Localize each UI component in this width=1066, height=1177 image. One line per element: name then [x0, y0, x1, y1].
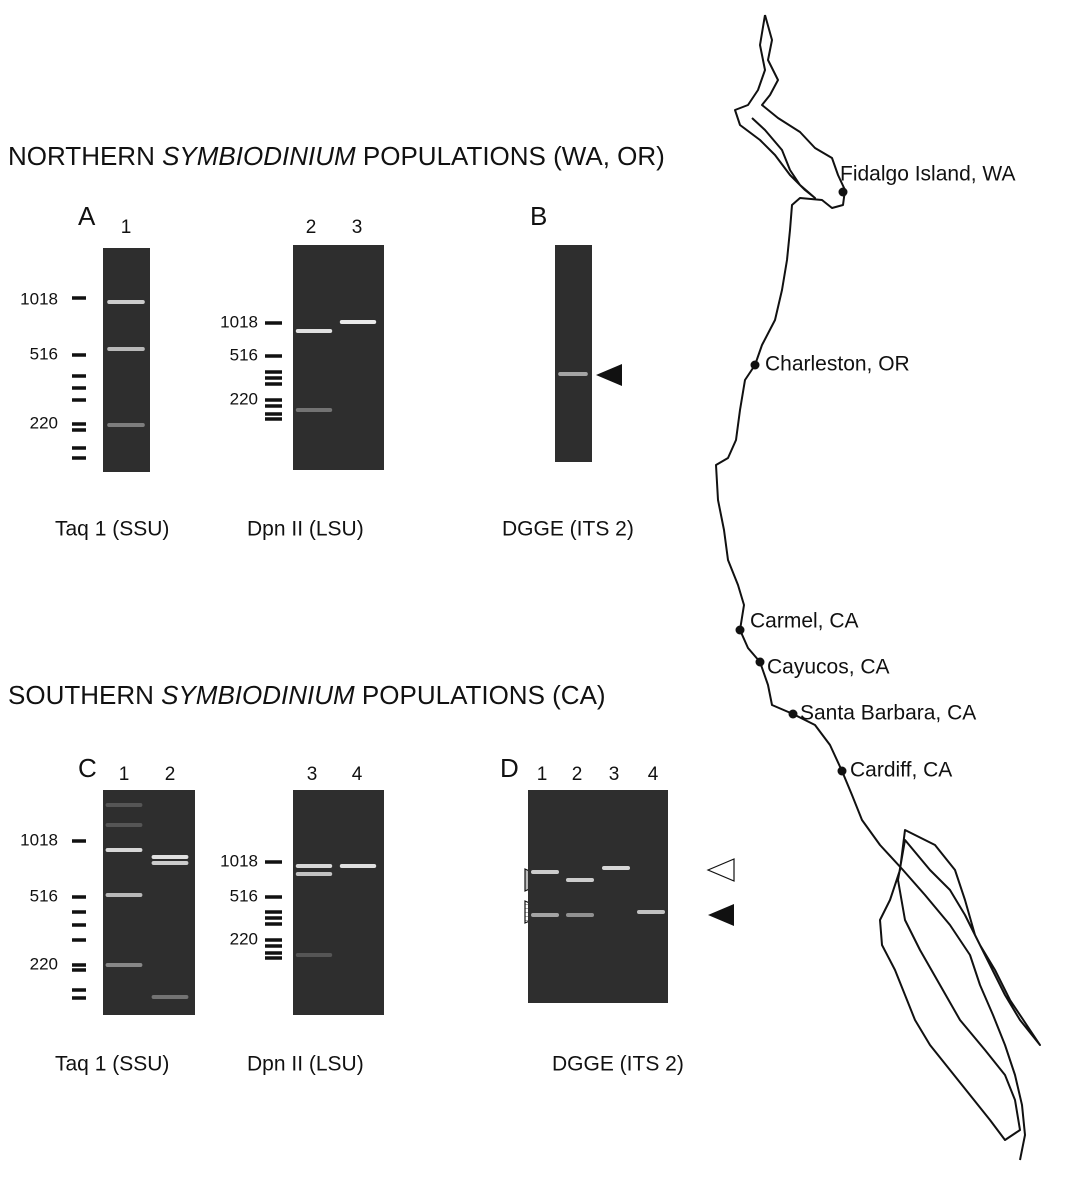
location-dot [838, 187, 848, 197]
location-dot [755, 657, 765, 667]
arrowhead [596, 364, 622, 386]
gel-band [151, 995, 189, 999]
location-dot [750, 360, 760, 370]
ladder-label: 516 [30, 886, 58, 905]
panel-label: C [78, 753, 97, 783]
map [715, 14, 1041, 1161]
location-dot [837, 766, 847, 776]
ladder-label: 516 [230, 345, 258, 364]
gel-band [531, 913, 559, 917]
lane-number: 2 [572, 764, 583, 785]
ladder-label: 1018 [220, 851, 258, 870]
location-label: Santa Barbara, CA [800, 702, 976, 725]
gel-band [151, 861, 189, 865]
gel-band [295, 329, 333, 333]
gel-band [151, 855, 189, 859]
location-dot [788, 709, 798, 719]
lane-number: 4 [352, 764, 363, 785]
gel-band [105, 823, 143, 827]
lane-number: 2 [306, 217, 317, 238]
location-label: Cardiff, CA [850, 759, 952, 782]
gel [103, 248, 150, 472]
ladder-label: 220 [230, 929, 258, 948]
gel-band [295, 408, 333, 412]
lane-number: 4 [648, 764, 659, 785]
gel-band [107, 347, 145, 351]
panel-label: A [78, 201, 96, 231]
location-label: Charleston, OR [765, 353, 910, 376]
ladder-label: 220 [230, 389, 258, 408]
gel-band [558, 372, 588, 376]
location-label: Carmel, CA [750, 610, 859, 633]
gel-caption: Taq 1 (SSU) [55, 518, 169, 541]
title-part: SYMBIODINIUM [161, 680, 355, 710]
location-label: Fidalgo Island, WA [840, 163, 1015, 186]
gel-band [602, 866, 630, 870]
lane-number: 1 [119, 764, 130, 785]
title-part: NORTHERN [8, 141, 162, 171]
gel [555, 245, 592, 462]
gel-caption: DGGE (ITS 2) [502, 518, 634, 541]
ladder-label: 1018 [20, 289, 58, 308]
title-part: SOUTHERN [8, 680, 161, 710]
panel-label: B [530, 201, 547, 231]
location-dot [735, 625, 745, 635]
ladder-label: 220 [30, 954, 58, 973]
lane-number: 3 [609, 764, 620, 785]
ladder-label: 1018 [220, 312, 258, 331]
location-label: Cayucos, CA [767, 656, 890, 679]
section-title: NORTHERN SYMBIODINIUM POPULATIONS (WA, O… [8, 141, 665, 171]
ladder-label: 1018 [20, 830, 58, 849]
panel-label: D [500, 753, 519, 783]
lane-number: 3 [352, 217, 363, 238]
lane-number: 1 [121, 217, 132, 238]
arrowhead [708, 904, 734, 926]
gel-band [105, 848, 143, 852]
ladder-label: 516 [230, 886, 258, 905]
gel-band [105, 803, 143, 807]
gel-band [295, 864, 333, 868]
lane-number: 1 [537, 764, 548, 785]
gel-band [107, 300, 145, 304]
ladder-label: 220 [30, 413, 58, 432]
arrowhead [706, 858, 735, 882]
gel-caption: Dpn II (LSU) [247, 518, 364, 541]
title-part: SYMBIODINIUM [162, 141, 356, 171]
gel-band [295, 953, 333, 957]
gel-caption: DGGE (ITS 2) [552, 1053, 684, 1076]
gel-band [339, 864, 377, 868]
lane-number: 3 [307, 764, 318, 785]
gel [528, 790, 668, 1003]
gel-caption: Taq 1 (SSU) [55, 1053, 169, 1076]
gel [293, 245, 384, 470]
gel [293, 790, 384, 1015]
title-part: POPULATIONS (WA, OR) [356, 141, 665, 171]
gel-band [105, 893, 143, 897]
lane-number: 2 [165, 764, 176, 785]
gel-band [566, 878, 594, 882]
gel-band [295, 872, 333, 876]
gel-band [566, 913, 594, 917]
coastline [879, 829, 1041, 1141]
coastline [734, 14, 816, 199]
ladder-label: 516 [30, 344, 58, 363]
gel-band [107, 423, 145, 427]
gel-band [105, 963, 143, 967]
gel [103, 790, 195, 1015]
gel-caption: Dpn II (LSU) [247, 1053, 364, 1076]
section-title: SOUTHERN SYMBIODINIUM POPULATIONS (CA) [8, 680, 606, 710]
coastline [715, 14, 1026, 1161]
title-part: POPULATIONS (CA) [355, 680, 606, 710]
gel-band [531, 870, 559, 874]
gel-band [339, 320, 377, 324]
gel-band [637, 910, 665, 914]
